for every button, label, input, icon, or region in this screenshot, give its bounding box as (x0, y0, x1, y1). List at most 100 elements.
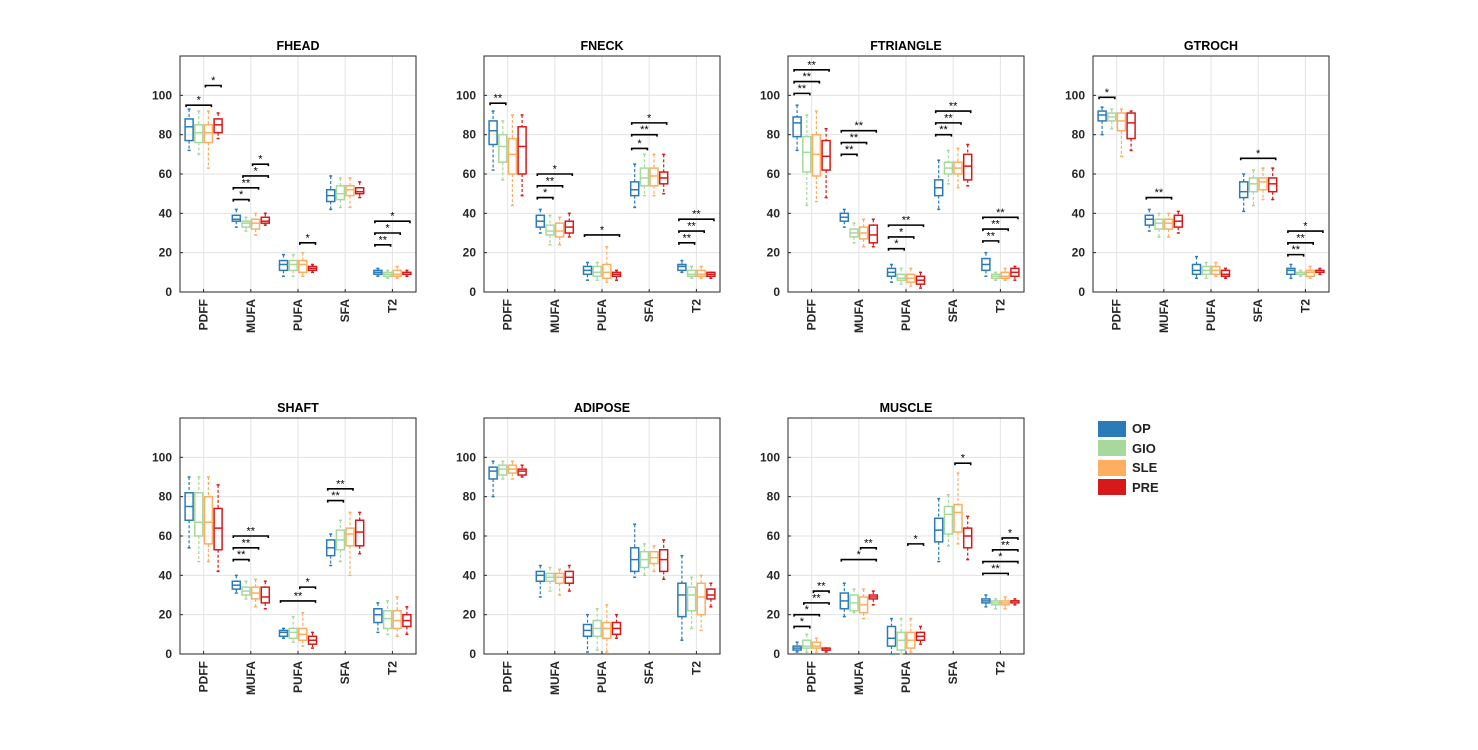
significance-label: * (600, 224, 605, 236)
box-pufa-gio (896, 617, 906, 655)
iqr-box (792, 116, 802, 138)
x-tick-label: PUFA (291, 299, 305, 331)
box-mufa-gio (241, 580, 251, 600)
significance-bracket: ** (982, 563, 1009, 576)
significance-label: ** (546, 175, 555, 187)
box-sfa-op (629, 523, 640, 579)
significance-label: ** (682, 232, 691, 244)
y-tick-label: 20 (767, 246, 781, 260)
box-mufa-sle (858, 218, 869, 248)
iqr-box (811, 641, 822, 649)
bracket-line (279, 600, 317, 603)
bracket-line (232, 535, 270, 538)
legend-label-pre: PRE (1132, 479, 1159, 495)
box-pufa-pre (915, 625, 926, 645)
x-tick-label: MUFA (852, 299, 866, 333)
significance-label: ** (331, 490, 340, 502)
iqr-box (335, 185, 346, 201)
box-sfa-op (933, 159, 944, 211)
box-pdff-gio (498, 460, 508, 480)
x-tick-label: PUFA (291, 661, 305, 693)
iqr-box (288, 627, 298, 640)
significance-label: * (543, 187, 548, 199)
significance-bracket: * (232, 189, 250, 202)
y-tick-label: 40 (463, 568, 477, 582)
y-tick-label: 80 (159, 490, 173, 504)
box-pdff-gio (498, 120, 508, 181)
box-pufa-sle (602, 246, 612, 283)
significance-bracket: ** (812, 581, 830, 594)
significance-bracket: ** (934, 101, 972, 114)
iqr-box (677, 263, 687, 272)
y-tick-label: 20 (159, 246, 173, 260)
box-t2-op (373, 602, 383, 634)
x-tick-label: MUFA (852, 661, 866, 695)
box-mufa-pre (260, 580, 271, 610)
significance-label: ** (378, 234, 387, 246)
box-sfa-pre (962, 515, 973, 561)
significance-label: ** (242, 177, 251, 189)
significance-bracket: * (583, 224, 621, 237)
y-tick-label: 100 (152, 450, 172, 464)
x-tick-label: T2 (385, 661, 399, 675)
bracket-line (251, 163, 270, 167)
bracket-line (954, 462, 972, 466)
x-tick-label: T2 (993, 661, 1007, 675)
iqr-box (1286, 267, 1296, 276)
y-tick-label: 40 (1072, 206, 1086, 220)
iqr-box (629, 181, 640, 197)
box-pufa-gio (288, 253, 298, 278)
iqr-box (1126, 112, 1136, 140)
legend-label-op: OP (1132, 421, 1151, 437)
box-pdff-sle (1116, 108, 1127, 158)
iqr-box (535, 570, 546, 582)
y-tick-label: 60 (463, 167, 477, 181)
significance-label: * (1105, 87, 1110, 99)
box-t2-gio (686, 576, 697, 630)
box-t2-gio (686, 265, 697, 279)
significance-label: * (637, 138, 642, 150)
x-tick-label: T2 (993, 299, 1007, 313)
significance-bracket: * (907, 533, 925, 546)
significance-label: ** (687, 221, 696, 233)
significance-bracket: ** (232, 537, 260, 550)
box-pdff-gio (802, 114, 812, 207)
box-sfa-sle (345, 511, 355, 577)
significance-label: * (258, 154, 263, 166)
box-pufa-op (886, 617, 897, 655)
bracket-line (232, 547, 260, 550)
iqr-box (382, 609, 393, 630)
box-mufa-op (535, 564, 546, 598)
box-pdff-op (488, 460, 498, 498)
box-mufa-sle (554, 216, 565, 246)
box-sfa-pre (354, 181, 365, 199)
x-tick-label: SFA (338, 661, 352, 685)
significance-bracket: * (630, 112, 668, 125)
iqr-box (250, 218, 261, 230)
iqr-box (278, 259, 289, 272)
significance-label: * (1303, 221, 1308, 233)
legend-item-sle: SLE (1098, 458, 1170, 478)
box-sfa-op (933, 497, 944, 563)
significance-bracket: * (204, 75, 222, 88)
box-sfa-pre (962, 143, 973, 187)
x-tick-label: SFA (1251, 299, 1265, 323)
iqr-box (354, 187, 365, 195)
y-tick-label: 60 (767, 167, 781, 181)
box-pdff-pre (517, 464, 527, 478)
box-mufa-gio (1154, 212, 1164, 238)
box-t2-sle (696, 265, 706, 279)
significance-label: * (306, 232, 311, 244)
iqr-box (953, 503, 963, 533)
y-tick-label: 40 (767, 568, 781, 582)
significance-bracket: ** (840, 132, 868, 145)
iqr-box (194, 491, 204, 537)
box-mufa-pre (868, 590, 879, 606)
legend-item-op: OP (1098, 419, 1170, 439)
box-pufa-gio (288, 615, 298, 643)
box-sfa-gio (639, 543, 650, 577)
box-t2-op (1286, 263, 1296, 279)
box-sfa-op (1238, 173, 1249, 213)
significance-label: * (899, 226, 904, 238)
